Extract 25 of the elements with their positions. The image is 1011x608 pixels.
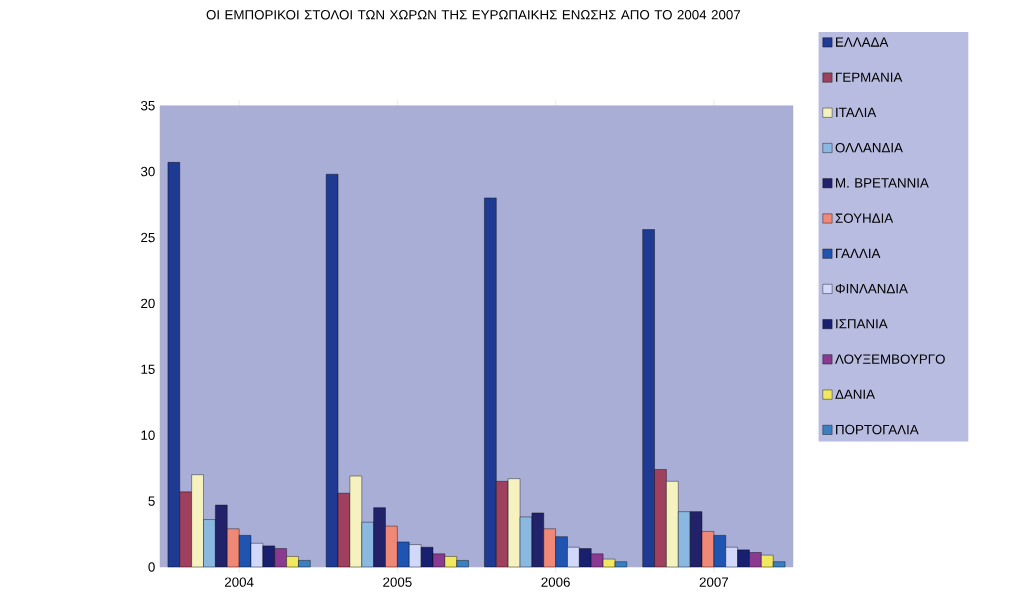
y-tick-label: 30 (140, 166, 155, 177)
y-tick-label: 5 (148, 496, 155, 506)
legend-label: ΛΟΥΞΕΜΒΟΥΡΓΟ (835, 354, 945, 364)
y-tick-label: 15 (141, 364, 155, 374)
legend-label: ΕΛΛΑΔΑ (836, 37, 889, 47)
legend-label: ΙΣΠΑΝΙΑ (836, 319, 888, 329)
y-tick-label: 10 (141, 430, 155, 440)
y-tick-label: 35 (140, 100, 155, 111)
x-tick-label: 2004 (224, 577, 254, 587)
legend-label: ΦΙΝΛΑΝΔΙΑ (835, 283, 908, 294)
x-tick-label: 2007 (699, 577, 729, 587)
y-tick-label: 0 (148, 562, 155, 572)
legend-label: ΓΕΡΜΑΝΙΑ (836, 72, 903, 82)
x-tick-label: 2006 (541, 577, 570, 587)
chart-title: ΟΙ ΕΜΠΟΡΙΚΟΙ ΣΤΟΛΟΙ ΤΩΝ ΧΩΡΩΝ ΤΗΣ ΕΥΡΩΠΑΙΚΗΣ ΕΝΩΣΗΣ ΑΠΟ ΤΟ 2004 2007 (206, 10, 741, 20)
legend-label: ΓΑΛΛΙΑ (836, 248, 881, 258)
legend-label: Μ. ΒΡΕΤΑΝΝΙΑ (836, 178, 929, 188)
legend-label: ΠΟΡΤΟΓΑΛΙΑ (836, 424, 919, 435)
x-tick-label: 2005 (383, 577, 412, 587)
legend-label: ΟΛΛΑΝΔΙΑ (835, 143, 903, 153)
legend-label: ΔΑΝΙΑ (835, 389, 875, 399)
y-tick-label: 25 (141, 232, 155, 243)
y-tick-label: 20 (141, 298, 155, 309)
legend-label: ΣΟΥΗΔΙΑ (835, 213, 894, 223)
legend-label: ΙΤΑΛΙΑ (836, 107, 877, 117)
